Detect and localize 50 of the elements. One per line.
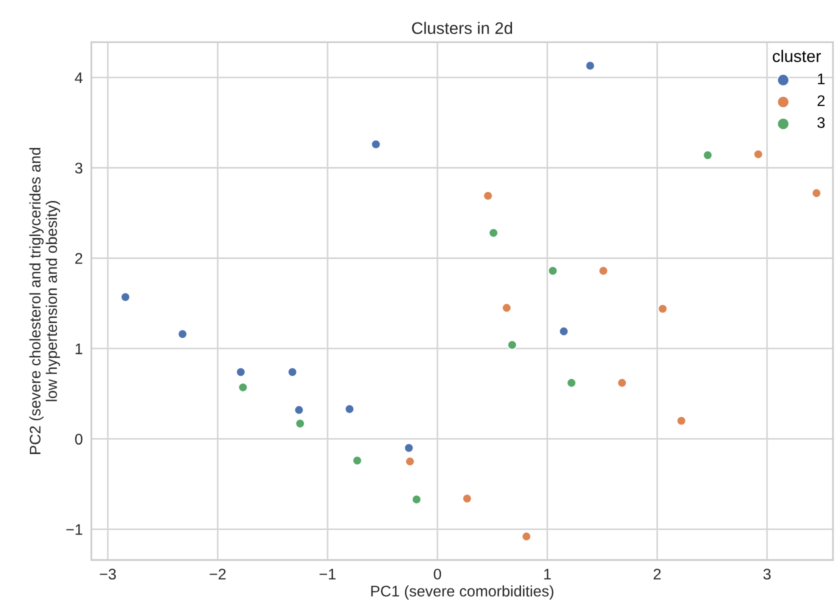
point [658, 304, 668, 314]
point [488, 228, 499, 238]
y-tick-label: 1 [76, 344, 82, 354]
x-tick-label: 0 [434, 568, 442, 580]
y-tick-label: 4 [74, 72, 83, 84]
point [598, 266, 608, 276]
point [616, 378, 628, 388]
x-axis-title: PC1 (severe comorbidities) [371, 585, 554, 600]
point [120, 292, 130, 302]
legend-label: 3 [817, 117, 825, 128]
point [404, 442, 414, 453]
point [294, 404, 304, 416]
point [287, 366, 298, 378]
point [585, 60, 596, 71]
x-tick-label: 2 [654, 568, 661, 580]
point [548, 266, 558, 276]
legend-label: 1 [818, 74, 825, 84]
point [344, 404, 355, 414]
point [753, 149, 764, 160]
legend-label: 2 [818, 95, 825, 106]
point [702, 150, 713, 160]
x-tick-label: 3 [763, 568, 771, 580]
point [811, 188, 822, 198]
point [462, 493, 472, 504]
point [412, 494, 422, 504]
x-tick-label: −1 [320, 568, 336, 580]
y-tick-label: −1 [66, 524, 82, 535]
point [502, 302, 512, 313]
y-tick-label: 0 [75, 434, 82, 445]
x-tick-label: −3 [100, 568, 116, 580]
point [676, 416, 686, 426]
y-axis-title: PC2 (severe cholesterol and triglycerides and low hypertension and obesity) [29, 148, 60, 454]
point [566, 378, 577, 388]
point [521, 531, 532, 542]
chart-title: Clusters in 2d [412, 22, 512, 34]
y-tick-label: 3 [75, 162, 82, 174]
point [177, 329, 188, 340]
point [404, 456, 416, 467]
x-tick-label: 1 [544, 568, 551, 580]
legend-title: cluster [772, 50, 821, 62]
point [238, 382, 248, 392]
y-tick-label: 2 [75, 253, 82, 264]
point [295, 418, 306, 429]
point [236, 366, 246, 378]
point [507, 340, 518, 350]
point [482, 190, 494, 201]
point [370, 139, 381, 150]
x-tick-label: −2 [210, 568, 226, 580]
point [352, 456, 362, 466]
point [558, 326, 569, 336]
